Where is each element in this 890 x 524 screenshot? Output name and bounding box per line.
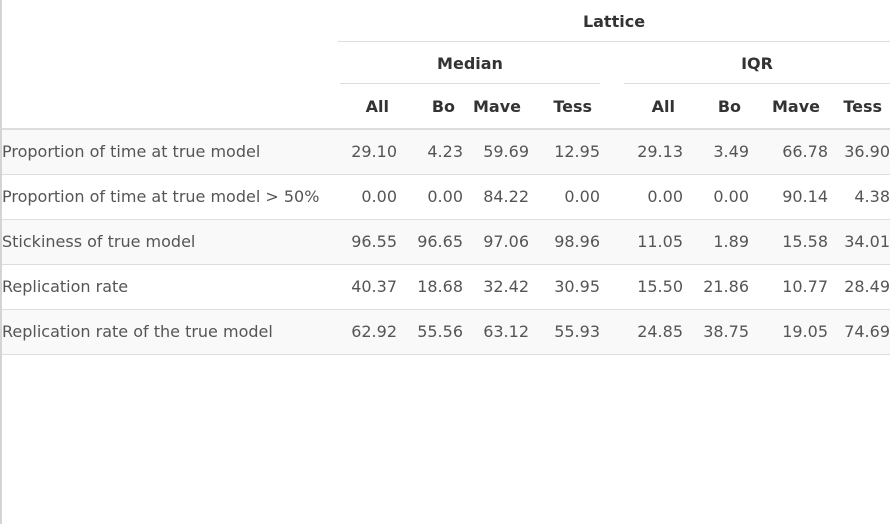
cell-median-bo: 96.65 <box>417 232 463 251</box>
empty-header-cell <box>2 84 340 129</box>
cell-iqr-tess: 36.90 <box>844 142 890 162</box>
cell-iqr-mave: 19.05 <box>782 322 828 341</box>
cell-median-all: 62.92 <box>351 322 397 341</box>
row-label: Replication rate <box>2 277 129 296</box>
cell-iqr-all: 11.05 <box>637 232 683 251</box>
cell-iqr-mave: 90.14 <box>782 187 828 206</box>
iqr-header: IQR <box>624 42 890 84</box>
median-header: Median <box>340 42 600 84</box>
col-header-median-bo: Bo <box>431 96 455 116</box>
cell-iqr-bo: 0.00 <box>713 187 749 206</box>
cell-iqr-all: 29.13 <box>637 142 683 162</box>
cell-iqr-tess: 74.69 <box>844 322 890 341</box>
row-label: Proportion of time at true model > 50% <box>2 187 320 206</box>
cell-median-all: 96.55 <box>351 232 397 251</box>
group-gap <box>600 42 624 84</box>
row-label: Replication rate of the true model <box>2 322 273 341</box>
cell-median-mave: 59.69 <box>483 142 529 162</box>
cell-median-tess: 55.93 <box>554 322 600 341</box>
cell-iqr-tess: 34.01 <box>844 232 890 251</box>
left-border <box>0 0 2 524</box>
cell-median-mave: 63.12 <box>483 322 529 341</box>
group-gap <box>600 174 624 219</box>
col-header-iqr-bo: Bo <box>717 96 741 116</box>
cell-iqr-all: 0.00 <box>647 187 683 206</box>
col-header-iqr-all: All <box>651 96 675 116</box>
cell-iqr-tess: 4.38 <box>854 187 890 206</box>
col-header-iqr-tess: Tess <box>843 96 882 116</box>
cell-median-bo: 18.68 <box>417 277 463 296</box>
cell-iqr-all: 15.50 <box>637 277 683 296</box>
cell-median-tess: 12.95 <box>554 142 600 162</box>
cell-iqr-bo: 38.75 <box>703 322 749 341</box>
group-gap <box>600 309 624 354</box>
cell-median-bo: 0.00 <box>427 187 463 206</box>
median-header-label: Median <box>437 53 503 73</box>
cell-iqr-bo: 1.89 <box>713 232 749 251</box>
cell-iqr-mave: 10.77 <box>782 277 828 296</box>
group-gap <box>600 84 624 129</box>
row-label: Stickiness of true model <box>2 232 196 251</box>
cell-median-mave: 97.06 <box>483 232 529 251</box>
cell-median-mave: 84.22 <box>483 187 529 206</box>
col-header-median-all: All <box>365 96 389 116</box>
group-gap <box>600 219 624 264</box>
table-row: Replication rate of the true model 62.92… <box>2 309 890 354</box>
col-header-median-tess: Tess <box>553 96 592 116</box>
lattice-header: Lattice <box>2 0 890 42</box>
cell-iqr-bo: 21.86 <box>703 277 749 296</box>
lattice-header-label: Lattice <box>582 11 646 31</box>
cell-iqr-mave: 15.58 <box>782 232 828 251</box>
iqr-header-label: IQR <box>741 53 773 73</box>
col-header-iqr-mave: Mave <box>772 96 820 116</box>
cell-median-mave: 32.42 <box>483 277 529 296</box>
cell-median-tess: 98.96 <box>554 232 600 251</box>
cell-median-all: 0.00 <box>361 187 397 206</box>
cell-median-bo: 4.23 <box>427 142 463 162</box>
table-row: Replication rate 40.37 18.68 32.42 30.95… <box>2 264 890 309</box>
table-row: Proportion of time at true model > 50% 0… <box>2 174 890 219</box>
header-row-groups: Median IQR <box>2 42 890 84</box>
col-header-median-mave: Mave <box>473 96 521 116</box>
header-row-columns: All Bo Mave Tess All Bo Mave Tess <box>2 84 890 129</box>
cell-iqr-tess: 28.49 <box>844 277 890 296</box>
cell-median-all: 40.37 <box>351 277 397 296</box>
table-row: Proportion of time at true model 29.10 4… <box>2 129 890 174</box>
empty-header-cell <box>2 42 340 84</box>
cell-iqr-bo: 3.49 <box>713 142 749 162</box>
results-table: Lattice Median IQR All Bo Mave Tess <box>2 0 890 355</box>
table-row: Stickiness of true model 96.55 96.65 97.… <box>2 219 890 264</box>
cell-iqr-all: 24.85 <box>637 322 683 341</box>
cell-median-all: 29.10 <box>351 142 397 162</box>
cell-median-tess: 30.95 <box>554 277 600 296</box>
cell-iqr-mave: 66.78 <box>782 142 828 162</box>
group-gap <box>600 129 624 174</box>
cell-median-bo: 55.56 <box>417 322 463 341</box>
header-row-top: Lattice <box>2 0 890 42</box>
row-label: Proportion of time at true model <box>2 142 261 162</box>
cell-median-tess: 0.00 <box>564 187 600 206</box>
group-gap <box>600 264 624 309</box>
